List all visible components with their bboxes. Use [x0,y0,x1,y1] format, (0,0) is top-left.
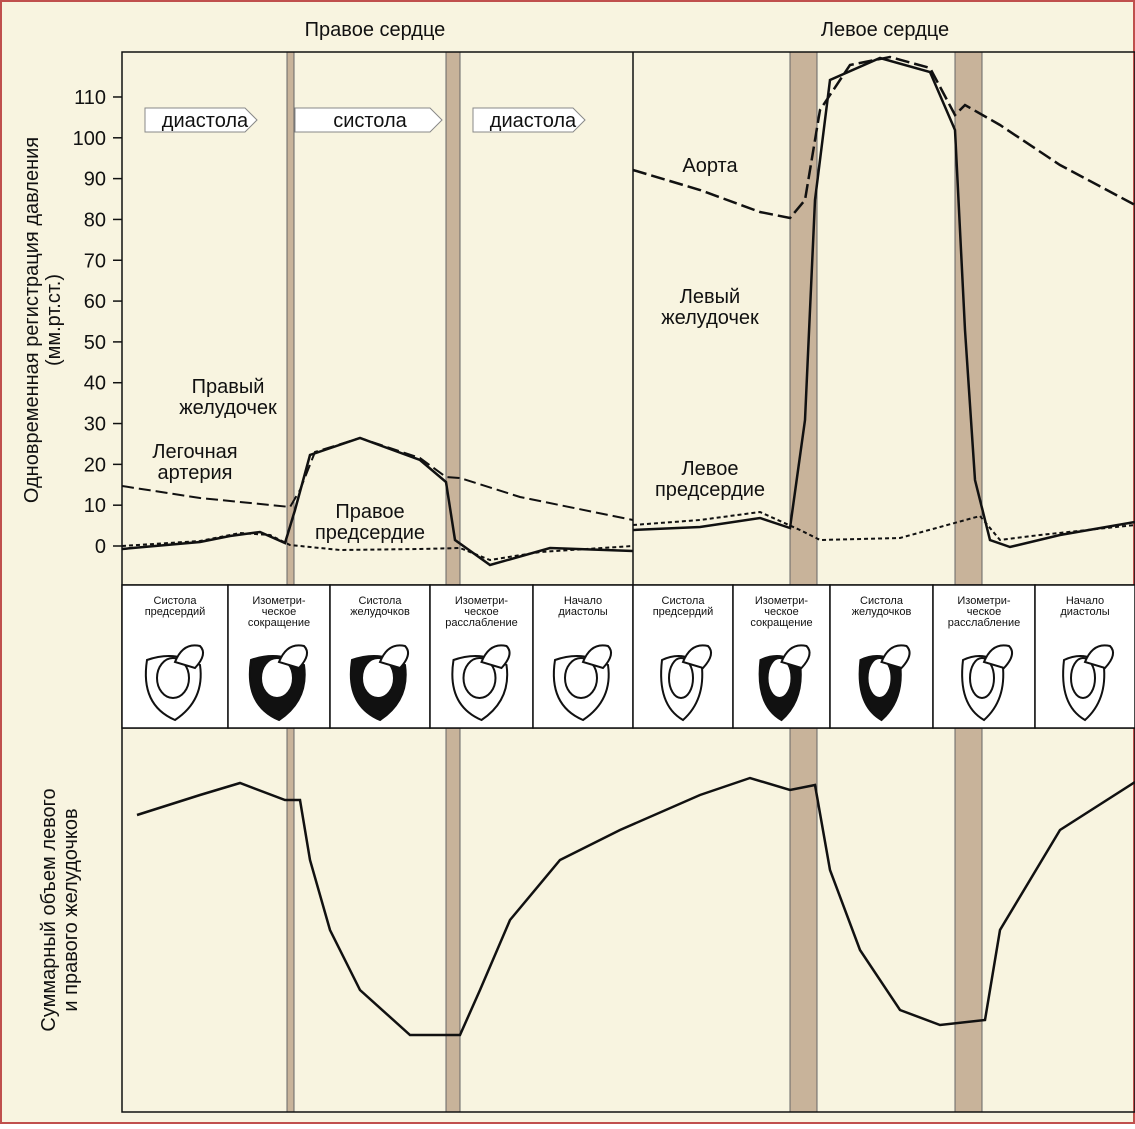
tick-label: 110 [74,87,106,109]
curves [121,55,1135,1037]
phase-label: сокращение [248,617,310,629]
curve-label: Легочная [152,441,237,463]
curve-label: артерия [158,462,233,484]
heart-chamber [668,657,694,699]
heart-vessel [378,644,410,670]
right-atrium-curve [121,531,634,562]
curve-label: Левое [682,458,739,480]
axis-label: Одновременная регистрация давления [21,137,43,503]
tick-label: 10 [84,495,106,517]
phase-label: Систола [359,595,403,607]
phase-label: ческое [764,606,799,618]
curve-label: Левый [680,286,740,308]
phase-label: предсердий [145,606,206,618]
phase-arrow-label: диастола [162,110,249,132]
axis-label: Суммарный объем левого [38,788,60,1031]
heart-chamber [462,657,497,699]
phase-label: желудочков [350,606,410,618]
phase-label: Начало [564,595,602,607]
phase-label: Изометри- [755,595,809,607]
aorta-curve [632,55,1135,220]
heart-chamber [260,657,294,699]
heart-vessel [581,644,613,670]
title: Левое сердце [821,19,949,41]
curve-label: предсердие [315,522,425,544]
curve-label: Аорта [682,155,738,177]
phase-arrow [472,107,586,133]
tick-label: 70 [84,250,106,272]
phase-label: Изометри- [455,595,509,607]
heart-vessel [1083,644,1115,670]
tick-label: 80 [84,209,106,231]
left-atrium-curve [632,510,1135,542]
phase-label: сокращение [750,617,812,629]
tick-label: 100 [73,128,106,150]
heart-chamber [156,657,190,699]
heart-vessel [982,644,1014,670]
phase-label: диастолы [558,606,607,618]
phase-label: ческое [262,606,297,618]
phase-arrow [294,107,443,133]
heart-chamber [766,657,793,699]
heart-chamber [1070,657,1096,699]
tick-label: 20 [84,454,106,476]
tick-label: 60 [84,291,106,313]
phase-label: Изометри- [957,595,1011,607]
phase-arrow [144,107,258,133]
phase-label: Систола [860,595,904,607]
labels: Правое сердце Левое сердце 0 10 20 30 40 50 60 70… [21,19,949,1032]
tick-label: 30 [84,414,106,436]
heart-vessel [480,644,511,670]
heart-vessel [880,644,911,670]
phase-label: ческое [464,606,499,618]
heart-vessel [277,644,309,670]
phase-arrow-label: систола [333,110,407,132]
tick-label: 40 [84,373,106,395]
title: Правое сердце [305,19,446,41]
phase-label: Начало [1066,595,1104,607]
curve-label: предсердие [655,479,765,501]
phase-label: расслабление [445,617,517,629]
phase-label: предсердий [653,606,714,618]
tick-label: 90 [84,169,106,191]
heart-vessel [780,644,811,670]
phase-arrow-label: диастола [490,110,577,132]
heart-vessel [173,644,205,670]
curve-label: Правое [335,501,404,523]
axis-label: (мм.рт.ст.) [43,274,65,366]
curve-label: желудочек [179,397,277,419]
phase-label: ческое [967,606,1002,618]
heart-chamber [969,657,995,699]
heart-chamber [564,657,598,699]
curve-label: желудочек [661,307,759,329]
axis-label: и правого желудочков [60,808,82,1011]
heart-chamber [866,657,893,699]
tick-label: 50 [84,332,106,354]
phase-label: Систола [154,595,198,607]
phase-columns: СистолапредсердийИзометри-ческоесокращен… [121,584,1135,729]
phase-label: расслабление [948,617,1020,629]
phase-label: диастолы [1060,606,1109,618]
heart-chamber [361,657,395,699]
right-ventricle-curve [121,436,634,567]
curve-label: Правый [192,376,265,398]
tick-label: 0 [95,536,106,558]
volume-curve [136,776,1135,1037]
phase-label: Изометри- [252,595,306,607]
phase-label: желудочков [852,606,912,618]
left-ventricle-curve [632,56,1135,549]
heart-vessel [681,644,713,670]
phase-label: Систола [662,595,706,607]
